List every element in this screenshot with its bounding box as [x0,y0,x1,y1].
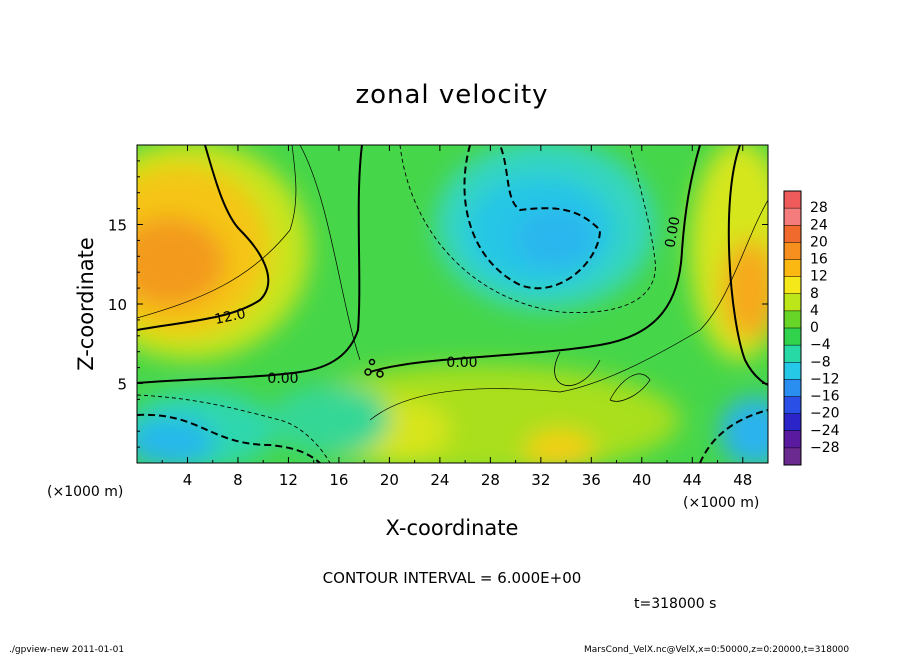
contour-label: 0.00 [446,355,477,371]
x-tick-label: 36 [582,471,601,489]
time-label: t=318000 s [634,596,716,612]
colorbar-swatch [784,276,801,295]
svg-text:0.00: 0.00 [267,371,298,387]
x-axis-label: X-coordinate [386,516,519,540]
contour-label: 0.00 [267,371,298,387]
colorbar-label: −28 [810,440,840,456]
x-tick-label: 24 [430,471,449,489]
colorbar-label: −8 [810,354,831,370]
x-tick-label: 16 [329,471,348,489]
colorbar-swatch [784,259,801,278]
colorbar-label: 16 [810,252,828,268]
colorbar-swatch [784,379,801,397]
contour-label: 12.0 [213,306,247,328]
colorbar-swatch [784,447,801,466]
colorbar-swatch [784,396,801,415]
colorbar-label: 0 [810,320,819,336]
x-tick-label: 40 [632,471,651,489]
x-unit-label-left: (×1000 m) [47,484,123,500]
colorbar-label: −16 [810,389,840,405]
colorbar-label: 20 [810,234,828,250]
colorbar-label: −4 [810,337,831,353]
colorbar-label: 28 [810,200,828,216]
footer-left: ./gpview-new 2011-01-01 [9,645,124,654]
y-tick-label: 5 [117,376,127,394]
x-tick-label: 32 [531,471,550,489]
colorbar-swatch [784,191,801,209]
x-tick-label: 4 [183,471,193,489]
y-axis-label: Z-coordinate [74,237,98,371]
x-unit-label-right: (×1000 m) [683,495,759,511]
svg-text:12.0: 12.0 [213,306,247,328]
colorbar-swatch [784,362,801,380]
y-tick-label: 15 [108,217,127,235]
colorbar-swatch [784,208,801,226]
colorbar-swatch [784,293,801,312]
colorbar-swatch [784,225,801,243]
contour-interval-note: CONTOUR INTERVAL = 6.000E+00 [323,569,582,587]
colorbar-swatch [784,242,801,260]
colorbar-label: −12 [810,371,840,387]
colorbar-label: 8 [810,286,819,302]
colorbar-label: −24 [810,423,840,439]
x-tick-label: 48 [733,471,752,489]
contour-label: 0.00 [662,215,683,248]
x-axis: 4 8 12 16 20 24 28 32 36 40 44 48 [161,145,752,489]
colorbar-label: 4 [810,303,819,319]
colorbar-label: 24 [810,217,828,233]
svg-text:0.00: 0.00 [446,355,477,371]
y-axis: 5 10 15 [108,160,768,448]
colorbar-label: −20 [810,406,840,422]
colorbar-swatch [784,328,801,346]
x-tick-label: 20 [380,471,399,489]
plot-area [137,145,768,463]
colorbar-swatch [784,430,801,449]
svg-text:0.00: 0.00 [662,215,683,248]
x-tick-label: 12 [279,471,298,489]
contour-labels: 12.0 0.00 0.00 0.00 [213,215,683,387]
x-tick-label: 44 [683,471,702,489]
colorbar-swatch [784,310,801,329]
colorbar-swatch [784,345,801,363]
colorbar-label: 12 [810,269,828,285]
x-tick-label: 28 [481,471,500,489]
x-tick-label: 8 [233,471,243,489]
colorbar-swatch [784,413,801,432]
footer-right: MarsCond_VelX.nc@VelX,x=0:50000,z=0:2000… [584,645,849,654]
chart-title: zonal velocity [355,80,548,110]
y-tick-label: 10 [108,296,127,314]
